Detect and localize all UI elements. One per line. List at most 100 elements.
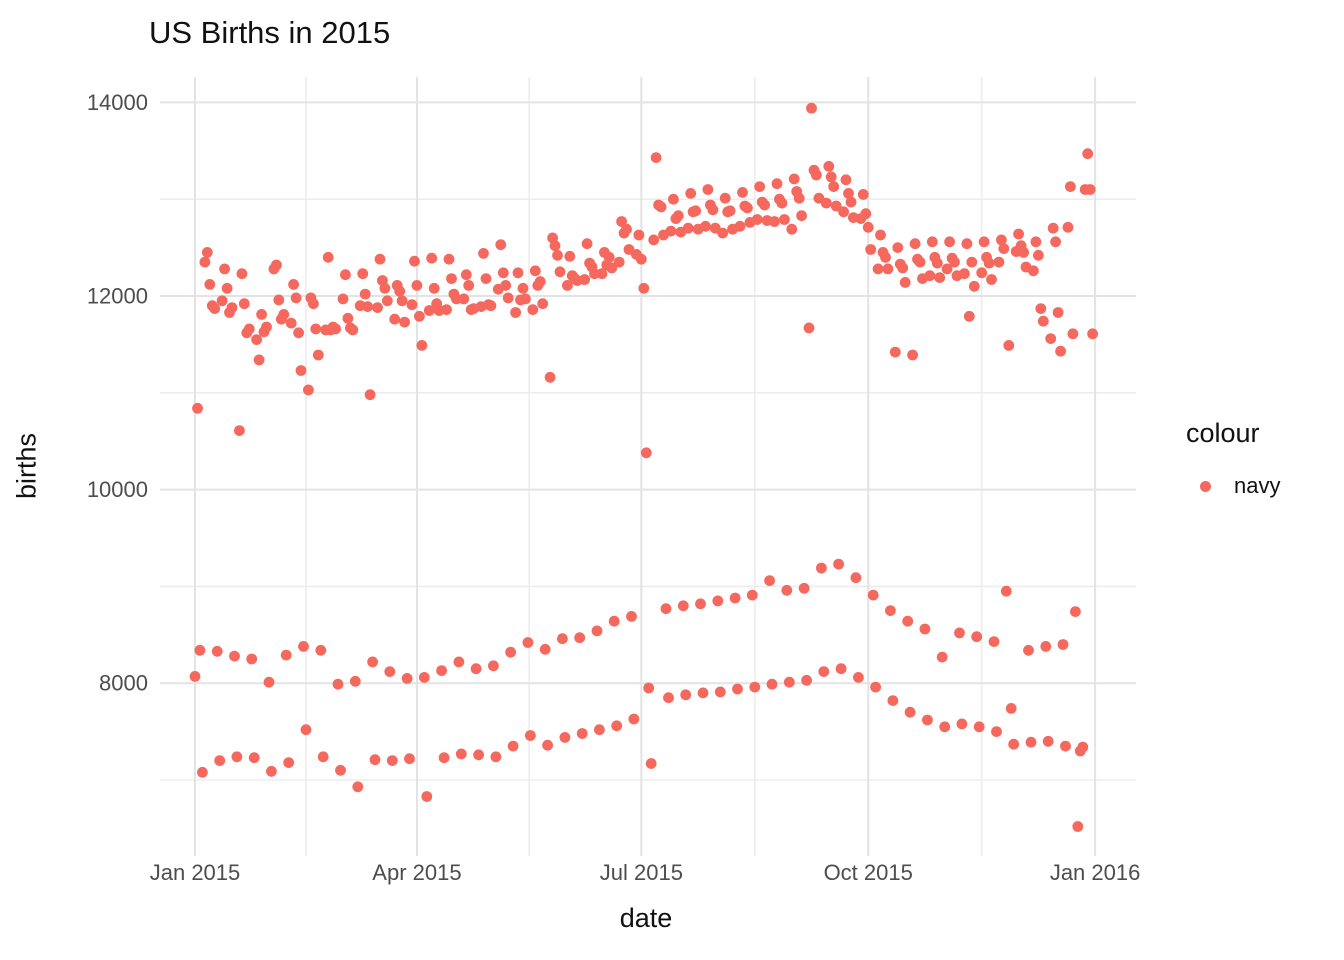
data-point (280, 649, 292, 661)
data-point (406, 299, 418, 311)
data-point (372, 302, 383, 313)
data-point (816, 562, 827, 574)
data-point (231, 751, 243, 763)
data-point (862, 221, 874, 233)
data-point (931, 257, 943, 269)
y-tick-label: 12000 (87, 284, 148, 309)
legend: colour navy (1186, 418, 1280, 499)
data-point (840, 174, 852, 186)
data-point (428, 282, 440, 294)
data-point (542, 739, 553, 751)
data-point (904, 706, 916, 718)
data-point (1055, 345, 1066, 357)
data-point (335, 764, 346, 776)
data-point (650, 152, 662, 164)
data-point (1003, 340, 1015, 351)
data-point (253, 354, 265, 366)
data-point (1060, 740, 1071, 752)
data-point (961, 238, 973, 250)
data-point (843, 188, 854, 199)
data-point (1065, 181, 1076, 193)
data-point (611, 720, 623, 732)
data-point (603, 251, 615, 263)
data-point (872, 263, 884, 275)
data-point (495, 239, 507, 251)
data-point (677, 600, 689, 612)
data-point (885, 605, 896, 616)
data-point (441, 304, 452, 315)
data-point (594, 724, 605, 736)
data-point (453, 656, 465, 668)
data-point (788, 173, 800, 185)
data-point (581, 238, 593, 250)
data-point (310, 323, 322, 335)
data-point (201, 247, 213, 258)
data-point (522, 637, 534, 648)
data-point (384, 666, 396, 677)
data-point (349, 675, 361, 687)
data-point (300, 724, 312, 736)
data-point (460, 269, 472, 281)
data-point (290, 292, 302, 304)
data-point (949, 256, 960, 268)
data-point (956, 718, 968, 730)
data-point (502, 292, 514, 304)
data-point (480, 273, 492, 284)
data-point (668, 193, 679, 205)
data-point (680, 689, 692, 701)
data-point (875, 229, 886, 241)
data-point (369, 754, 381, 766)
data-point (830, 200, 842, 212)
data-point (712, 595, 724, 607)
data-point (922, 714, 933, 726)
data-point (971, 631, 983, 643)
x-tick-label: Jul 2015 (600, 860, 683, 885)
data-point (714, 686, 726, 698)
data-point (882, 263, 894, 275)
data-point (732, 683, 743, 695)
data-point (443, 253, 455, 265)
data-point (308, 298, 319, 310)
data-point (793, 192, 805, 204)
data-point (298, 641, 309, 652)
data-point (665, 225, 677, 237)
data-point (845, 196, 857, 208)
data-point (902, 615, 914, 627)
data-point (941, 263, 953, 275)
data-point (529, 265, 541, 277)
x-tick-label: Jan 2015 (150, 860, 241, 885)
data-point (1013, 228, 1024, 240)
data-point (635, 253, 647, 265)
data-point (534, 276, 546, 287)
data-point (490, 751, 502, 763)
data-point (702, 184, 714, 195)
data-point (734, 220, 746, 232)
data-point (880, 251, 891, 263)
data-point (1042, 735, 1054, 747)
data-point (633, 229, 645, 241)
legend-item-label: navy (1234, 473, 1281, 498)
data-point (976, 267, 988, 279)
data-point (497, 267, 509, 279)
data-point (359, 288, 371, 300)
data-point (737, 187, 748, 198)
data-point (628, 713, 640, 725)
x-tick-label: Jan 2016 (1050, 860, 1141, 885)
data-point (263, 676, 275, 688)
data-point (771, 178, 783, 190)
data-point (781, 584, 793, 596)
data-point (899, 277, 911, 288)
data-point (1082, 148, 1094, 160)
data-point (1030, 236, 1042, 248)
data-point (559, 732, 571, 743)
data-point (754, 181, 766, 193)
data-point (643, 682, 655, 694)
data-point (362, 301, 373, 312)
data-point (209, 303, 221, 314)
data-point (1023, 644, 1034, 656)
data-point (860, 208, 872, 220)
data-point (717, 227, 729, 239)
data-point (418, 672, 430, 683)
data-point (273, 294, 285, 306)
data-point (539, 643, 551, 655)
